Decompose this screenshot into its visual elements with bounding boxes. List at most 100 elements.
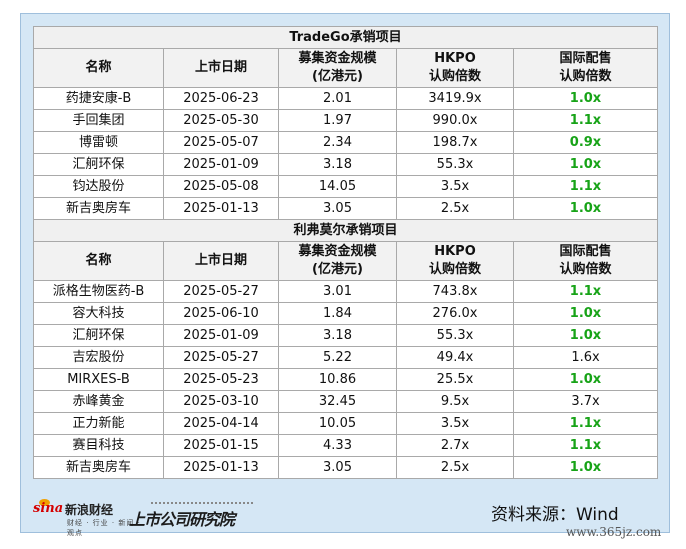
sina-name: 新浪财经 (65, 503, 114, 517)
company-name-cell: 药捷安康-B (33, 87, 164, 110)
intl-multiple-cell: 1.0x (513, 324, 658, 347)
table-row: 手回集团 2025-05-30 1.97 990.0x 1.1x (33, 109, 658, 132)
fund-size-cell: 1.84 (278, 302, 397, 325)
institute-name: 上市公司研究院 (129, 510, 235, 529)
header-row: 名称 上市日期 募集资金规模 (亿港元) HKPO 认购倍数 国际配售 认购倍数 (33, 241, 658, 281)
hkpo-multiple-cell: 743.8x (396, 280, 514, 303)
col-header-intl: 国际配售 认购倍数 (513, 48, 658, 88)
listing-date-cell: 2025-05-27 (163, 280, 279, 303)
listing-date-cell: 2025-05-07 (163, 131, 279, 154)
hkpo-multiple-cell: 25.5x (396, 368, 514, 391)
intl-multiple-cell: 1.0x (513, 153, 658, 176)
source-note: 资料来源：Wind (491, 505, 619, 525)
listing-date-cell: 2025-06-10 (163, 302, 279, 325)
site-watermark: www.365jz.com (566, 525, 662, 539)
intl-multiple-cell: 1.1x (513, 109, 658, 132)
intl-multiple-cell: 3.7x (513, 390, 658, 413)
hkpo-multiple-cell: 55.3x (396, 153, 514, 176)
table-row: 汇舸环保 2025-01-09 3.18 55.3x 1.0x (33, 324, 658, 347)
fund-size-cell: 4.33 (278, 434, 397, 457)
table-frame: TradeGo承销项目 名称 上市日期 募集资金规模 (亿港元) HKPO 认购倍数… (20, 13, 671, 537)
intl-multiple-cell: 1.0x (513, 197, 658, 220)
institute-logo: 上市公司研究院 (129, 502, 255, 529)
hkpo-multiple-cell: 3.5x (396, 175, 514, 198)
listing-date-cell: 2025-01-09 (163, 153, 279, 176)
fund-size-cell: 3.18 (278, 324, 397, 347)
col-header-hkpo: HKPO 认购倍数 (396, 48, 514, 88)
section-title-row: 利弗莫尔承销项目 (33, 219, 658, 242)
fund-size-cell: 10.05 (278, 412, 397, 435)
fund-size-cell: 3.18 (278, 153, 397, 176)
intl-multiple-cell: 1.0x (513, 368, 658, 391)
sina-eye-icon (39, 499, 50, 506)
fund-size-cell: 3.01 (278, 280, 397, 303)
table-row: 新吉奥房车 2025-01-13 3.05 2.5x 1.0x (33, 456, 658, 479)
intl-multiple-cell: 1.0x (513, 456, 658, 479)
company-name-cell: 新吉奥房车 (33, 456, 164, 479)
listing-date-cell: 2025-05-27 (163, 346, 279, 369)
listing-date-cell: 2025-01-13 (163, 456, 279, 479)
fund-size-cell: 5.22 (278, 346, 397, 369)
hkpo-multiple-cell: 276.0x (396, 302, 514, 325)
table-row: 药捷安康-B 2025-06-23 2.01 3419.9x 1.0x (33, 87, 658, 110)
header-row: 名称 上市日期 募集资金规模 (亿港元) HKPO 认购倍数 国际配售 认购倍数 (33, 48, 658, 88)
company-name-cell: 吉宏股份 (33, 346, 164, 369)
fund-size-cell: 14.05 (278, 175, 397, 198)
underwriting-table: TradeGo承销项目 名称 上市日期 募集资金规模 (亿港元) HKPO 认购倍数… (33, 26, 658, 479)
col-header-size: 募集资金规模 (亿港元) (278, 48, 397, 88)
hkpo-multiple-cell: 990.0x (396, 109, 514, 132)
company-name-cell: 新吉奥房车 (33, 197, 164, 220)
table-row: 赤峰黄金 2025-03-10 32.45 9.5x 3.7x (33, 390, 658, 413)
sina-finance-logo: sina 新浪财经 财经 · 行业 · 新闻 · 观点 (33, 499, 143, 537)
listing-date-cell: 2025-05-23 (163, 368, 279, 391)
hkpo-multiple-cell: 2.5x (396, 456, 514, 479)
intl-multiple-cell: 1.1x (513, 412, 658, 435)
intl-multiple-cell: 1.1x (513, 280, 658, 303)
intl-multiple-cell: 1.1x (513, 434, 658, 457)
intl-multiple-cell: 1.0x (513, 302, 658, 325)
listing-date-cell: 2025-01-13 (163, 197, 279, 220)
col-header-date: 上市日期 (163, 48, 279, 88)
company-name-cell: 容大科技 (33, 302, 164, 325)
company-name-cell: 派格生物医药-B (33, 280, 164, 303)
intl-multiple-cell: 1.6x (513, 346, 658, 369)
fund-size-cell: 10.86 (278, 368, 397, 391)
fund-size-cell: 2.01 (278, 87, 397, 110)
company-name-cell: 钧达股份 (33, 175, 164, 198)
hkpo-multiple-cell: 2.5x (396, 197, 514, 220)
listing-date-cell: 2025-01-09 (163, 324, 279, 347)
fund-size-cell: 2.34 (278, 131, 397, 154)
listing-date-cell: 2025-05-30 (163, 109, 279, 132)
col-header-date: 上市日期 (163, 241, 279, 281)
company-name-cell: 汇舸环保 (33, 324, 164, 347)
fund-size-cell: 3.05 (278, 456, 397, 479)
company-name-cell: MIRXES-B (33, 368, 164, 391)
table-row: 钧达股份 2025-05-08 14.05 3.5x 1.1x (33, 175, 658, 198)
company-name-cell: 赤峰黄金 (33, 390, 164, 413)
company-name-cell: 博雷顿 (33, 131, 164, 154)
hkpo-multiple-cell: 3419.9x (396, 87, 514, 110)
col-header-hkpo: HKPO 认购倍数 (396, 241, 514, 281)
sina-logo-text: sina (33, 501, 64, 516)
company-name-cell: 赛目科技 (33, 434, 164, 457)
table-row: 新吉奥房车 2025-01-13 3.05 2.5x 1.0x (33, 197, 658, 220)
hkpo-multiple-cell: 49.4x (396, 346, 514, 369)
col-header-intl: 国际配售 认购倍数 (513, 241, 658, 281)
table-row: MIRXES-B 2025-05-23 10.86 25.5x 1.0x (33, 368, 658, 391)
section-title-tradego: TradeGo承销项目 (33, 26, 658, 49)
company-name-cell: 汇舸环保 (33, 153, 164, 176)
hkpo-multiple-cell: 198.7x (396, 131, 514, 154)
table-row: 博雷顿 2025-05-07 2.34 198.7x 0.9x (33, 131, 658, 154)
footer: sina 新浪财经 财经 · 行业 · 新闻 · 观点 上市公司研究院 资料来源… (21, 498, 671, 537)
hkpo-multiple-cell: 9.5x (396, 390, 514, 413)
intl-multiple-cell: 1.1x (513, 175, 658, 198)
company-name-cell: 手回集团 (33, 109, 164, 132)
listing-date-cell: 2025-01-15 (163, 434, 279, 457)
section-title-liferm: 利弗莫尔承销项目 (33, 219, 658, 242)
col-header-size: 募集资金规模 (亿港元) (278, 241, 397, 281)
hkpo-multiple-cell: 55.3x (396, 324, 514, 347)
table-row: 汇舸环保 2025-01-09 3.18 55.3x 1.0x (33, 153, 658, 176)
hkpo-multiple-cell: 2.7x (396, 434, 514, 457)
table-row: 赛目科技 2025-01-15 4.33 2.7x 1.1x (33, 434, 658, 457)
listing-date-cell: 2025-05-08 (163, 175, 279, 198)
